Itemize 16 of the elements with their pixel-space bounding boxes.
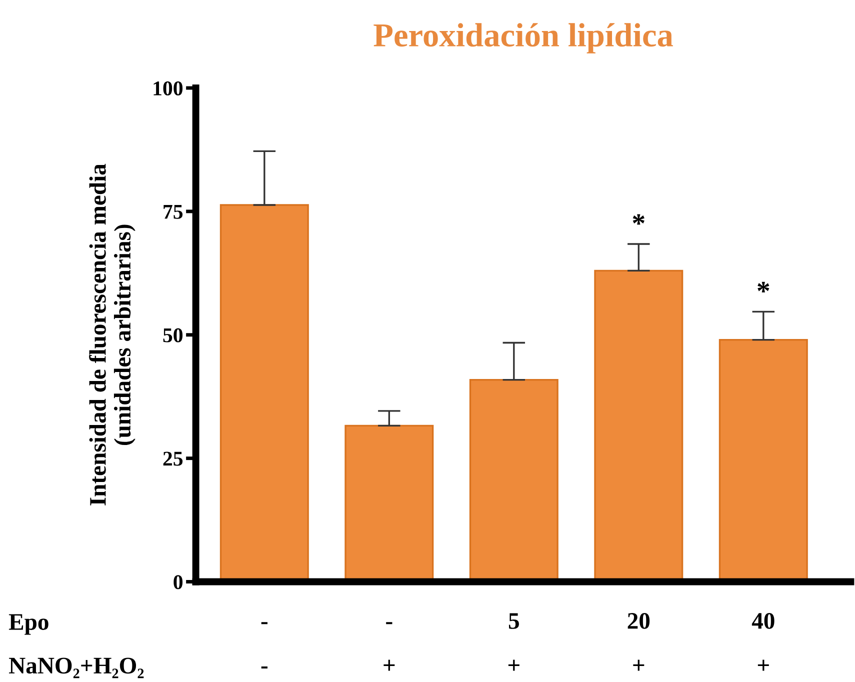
text: NaNO₂+H₂O₂ — [9, 658, 144, 678]
text: Epo — [8, 614, 48, 635]
category-label: - - — [261, 622, 268, 668]
category-label: 5 + — [508, 613, 520, 671]
data-label: * — [632, 214, 644, 225]
category-label: 40 + — [752, 612, 774, 671]
category-label: - + — [384, 622, 395, 671]
chart-title: Peroxidación lipídica — [374, 23, 673, 54]
y-tick-label: 25 — [163, 452, 183, 466]
category-label: 20 + — [628, 612, 650, 671]
data-label: * — [758, 282, 770, 292]
y-tick-label: 75 — [164, 205, 183, 219]
y-tick-label: 100 — [154, 81, 182, 96]
y-tick-label: 50 — [163, 328, 182, 342]
y-tick-label: 0 — [174, 575, 182, 590]
y-axis-title: Intensidad de fluorescencia media (unidades arbitrarias) — [89, 164, 136, 506]
